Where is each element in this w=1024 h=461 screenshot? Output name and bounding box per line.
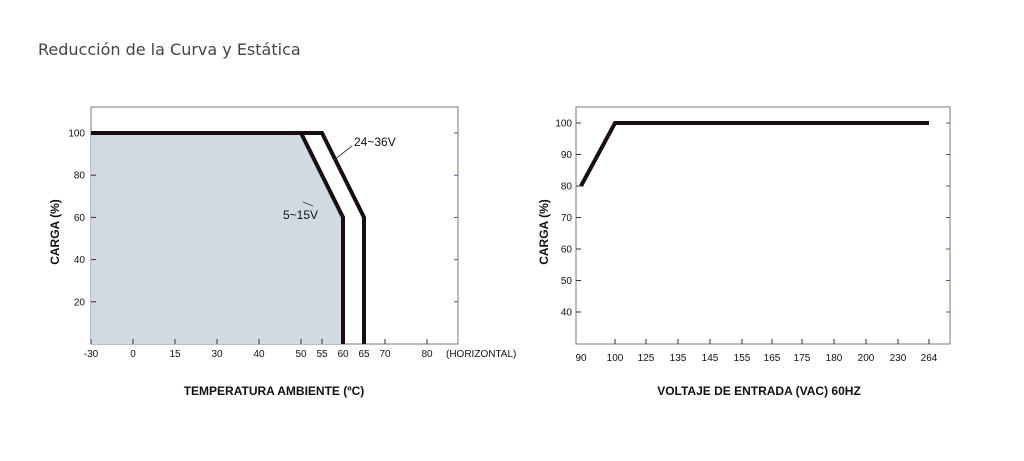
x-tick-label: 100 [607, 353, 624, 364]
chart1-x-axis-title: TEMPERATURA AMBIENTE (ºC) [184, 384, 365, 398]
x-tick-label: 200 [858, 353, 875, 364]
x-tick-label: 60 [337, 349, 349, 360]
y-tick-label: 80 [561, 182, 573, 193]
x-tick-label: 155 [734, 353, 751, 364]
x-tick-label: 145 [702, 353, 719, 364]
y-tick-label: 40 [74, 255, 86, 266]
x-tick-label: 55 [316, 349, 328, 360]
x-axis-suffix: (HORIZONTAL) [446, 349, 516, 360]
y-tick-label: 20 [74, 297, 86, 308]
chart2-x-axis-title: VOLTAJE DE ENTRADA (VAC) 60HZ [657, 384, 861, 398]
y-tick-label: 60 [561, 245, 573, 256]
x-tick-label: 0 [130, 349, 136, 360]
annotation-leader-5-15v [302, 201, 314, 207]
annotation-leader-24-36v [333, 145, 353, 161]
y-tick-label: 90 [561, 150, 573, 161]
y-tick-label: 80 [74, 171, 86, 182]
series-line-0 [579, 121, 929, 187]
x-tick-label: 80 [421, 349, 433, 360]
y-tick-label: 40 [561, 308, 573, 319]
x-tick-label: 65 [358, 349, 370, 360]
x-tick-label: 135 [670, 353, 687, 364]
x-tick-label: 50 [295, 349, 307, 360]
x-tick-label: 40 [253, 349, 265, 360]
annotation-24-36v: 24~36V [354, 135, 396, 149]
y-tick-label: 70 [561, 213, 573, 224]
x-tick-label: -30 [84, 349, 99, 360]
page-title: Reducción de la Curva y Estática [38, 40, 301, 59]
y-tick-label: 60 [74, 213, 86, 224]
x-tick-label: 230 [890, 353, 907, 364]
chart1-y-axis-title: CARGA (%) [48, 199, 62, 265]
derating-input-voltage-chart: 40 50 60 70 80 90 100 90 100 125 135 145 155 165 175 18… [537, 106, 951, 398]
series-line-1 [91, 131, 366, 344]
x-tick-label: 125 [638, 353, 655, 364]
x-tick-label: 90 [575, 353, 587, 364]
x-tick-label: 165 [764, 353, 781, 364]
x-tick-label: 15 [169, 349, 181, 360]
x-tick-label: 264 [921, 353, 938, 364]
chart2-plot-frame [575, 106, 951, 345]
y-tick-label: 50 [561, 276, 573, 287]
series-area-fill [91, 133, 343, 344]
annotation-5-15v: 5~15V [283, 208, 318, 222]
x-tick-label: 30 [211, 349, 223, 360]
x-tick-label: 175 [794, 353, 811, 364]
x-tick-label: 70 [379, 349, 391, 360]
x-tick-label: 180 [826, 353, 843, 364]
chart2-y-axis-title: CARGA (%) [537, 199, 551, 265]
y-tick-label: 100 [555, 119, 572, 130]
derating-temperature-chart: 20 40 60 80 100 -30 0 15 30 40 50 55 60 65 70 80 24~36V… [48, 106, 516, 398]
y-tick-label: 100 [68, 129, 85, 140]
